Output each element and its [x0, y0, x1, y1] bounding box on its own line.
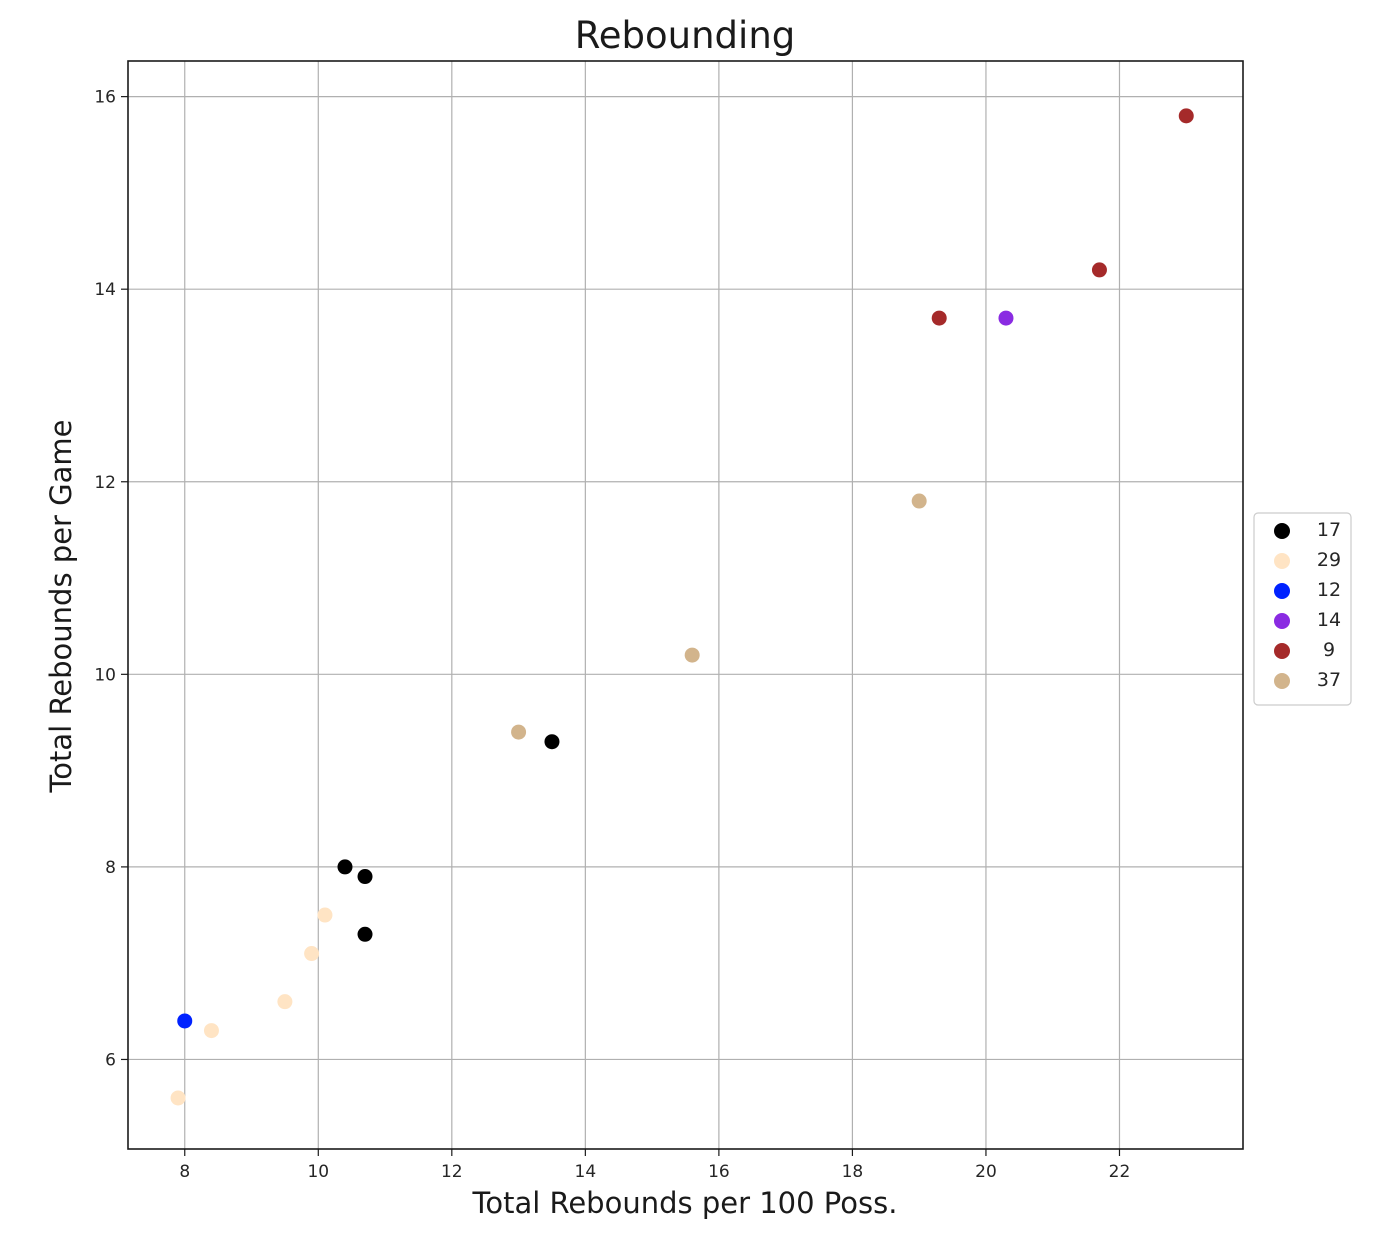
y-tick-label: 14: [94, 280, 116, 300]
axis-ticks: 8 10 12 14 16 18 20 22 6 8 10 12 14 16: [94, 88, 1130, 1182]
data-point: [911, 493, 927, 509]
legend-label: 14: [1317, 609, 1341, 631]
data-point: [511, 724, 527, 740]
legend-label: 12: [1317, 579, 1341, 601]
data-point: [1178, 108, 1194, 124]
x-tick-label: 10: [307, 1162, 329, 1182]
x-tick-label: 16: [708, 1162, 730, 1182]
legend-label: 17: [1317, 519, 1341, 541]
data-point: [357, 926, 373, 942]
legend-marker: [1274, 583, 1290, 599]
legend-marker: [1274, 553, 1290, 569]
legend: 17 29 12 14 9 37: [1253, 512, 1352, 706]
legend-label: 29: [1317, 549, 1341, 571]
data-point: [684, 647, 700, 663]
y-axis-label: Total Rebounds per Game: [44, 419, 78, 793]
y-tick-label: 10: [94, 665, 116, 685]
x-tick-label: 14: [575, 1162, 597, 1182]
data-point: [203, 1023, 219, 1039]
legend-marker: [1274, 613, 1290, 629]
data-point: [931, 310, 947, 326]
legend-marker: [1274, 523, 1290, 539]
legend-marker: [1274, 643, 1290, 659]
y-tick-label: 6: [105, 1050, 116, 1070]
data-points: [170, 108, 1194, 1106]
x-tick-label: 22: [1109, 1162, 1131, 1182]
grid: [128, 61, 1243, 1149]
legend-marker: [1274, 673, 1290, 689]
y-tick-label: 8: [105, 858, 116, 878]
x-axis-label: Total Rebounds per 100 Poss.: [472, 1186, 898, 1220]
data-point: [1091, 262, 1107, 278]
data-point: [170, 1090, 186, 1106]
data-point: [357, 869, 373, 885]
data-point: [317, 907, 333, 923]
x-tick-label: 12: [441, 1162, 463, 1182]
legend-label: 37: [1317, 669, 1341, 691]
x-tick-label: 20: [975, 1162, 997, 1182]
y-tick-label: 16: [94, 88, 116, 108]
data-point: [544, 734, 560, 750]
data-point: [337, 859, 353, 875]
data-point: [304, 946, 320, 962]
plot-frame: [127, 60, 1244, 1150]
data-point: [998, 310, 1014, 326]
y-tick-label: 12: [94, 473, 116, 493]
x-tick-label: 18: [842, 1162, 864, 1182]
x-tick-label: 8: [179, 1162, 190, 1182]
data-point: [277, 994, 293, 1010]
legend-label: 9: [1323, 639, 1335, 661]
data-point: [177, 1013, 193, 1029]
chart-title: Rebounding: [575, 14, 796, 57]
